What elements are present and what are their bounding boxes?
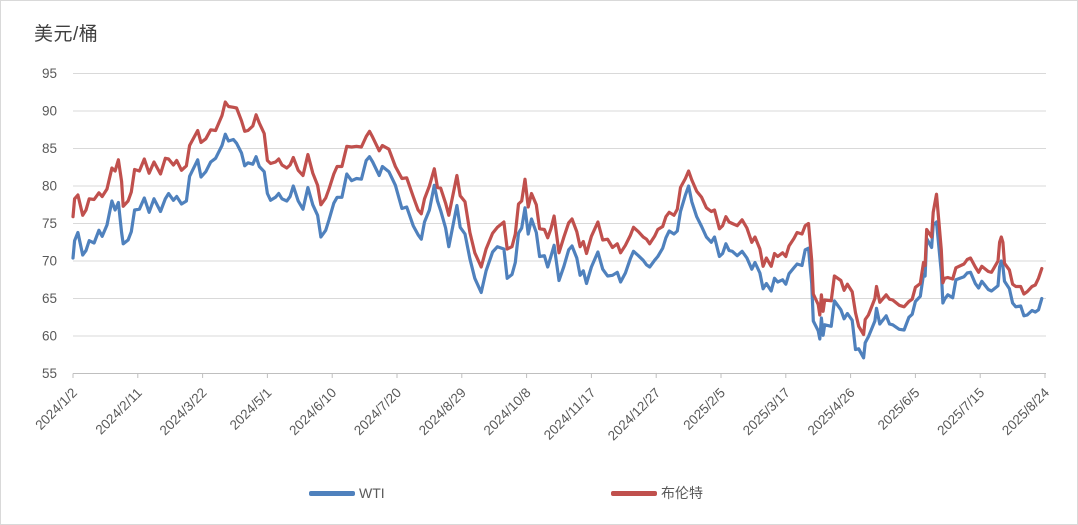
x-tick-label: 2025/7/15 xyxy=(934,385,987,438)
chart-title: 美元/桶 xyxy=(34,24,99,45)
x-tick-label: 2024/7/20 xyxy=(351,385,404,438)
y-tick-label: 60 xyxy=(42,329,57,344)
x-tick-label: 2025/8/24 xyxy=(999,385,1052,438)
legend-label-wti: WTI xyxy=(359,485,385,501)
wti-line-swatch xyxy=(309,490,355,496)
x-tick-label: 2025/3/17 xyxy=(740,385,793,438)
x-tick-label: 2024/12/27 xyxy=(605,385,663,443)
y-tick-label: 90 xyxy=(42,104,57,119)
x-tick-label: 2025/2/5 xyxy=(680,385,728,433)
y-tick-label: 75 xyxy=(42,216,57,231)
wti-series-line xyxy=(71,132,1044,360)
x-tick-label: 2024/8/29 xyxy=(416,385,469,438)
legend-item-wti: WTI xyxy=(309,484,385,502)
y-tick-label: 85 xyxy=(42,141,57,156)
x-tick-label: 2024/11/17 xyxy=(541,385,599,443)
x-tick-label: 2024/10/8 xyxy=(481,385,534,438)
brent-series-line xyxy=(71,100,1044,337)
y-tick-label: 70 xyxy=(42,254,57,269)
legend-item-brent: 布伦特 xyxy=(611,484,703,502)
x-tick-label: 2024/6/10 xyxy=(286,385,339,438)
y-tick-label: 80 xyxy=(42,179,57,194)
legend: WTI 布伦特 xyxy=(1,484,1077,508)
y-tick-label: 65 xyxy=(42,291,57,306)
y-tick-label: 95 xyxy=(42,66,57,81)
x-tick-label: 2024/1/2 xyxy=(32,385,80,433)
brent-line-swatch xyxy=(611,490,657,496)
legend-label-brent: 布伦特 xyxy=(661,485,703,501)
x-tick-label: 2024/3/22 xyxy=(157,385,210,438)
y-tick-label: 55 xyxy=(42,366,57,381)
x-tick-label: 2025/6/5 xyxy=(875,385,923,433)
x-tick-label: 2024/2/11 xyxy=(93,385,145,437)
x-tick-label: 2025/4/26 xyxy=(805,385,858,438)
x-tick-label: 2024/5/1 xyxy=(227,385,275,433)
